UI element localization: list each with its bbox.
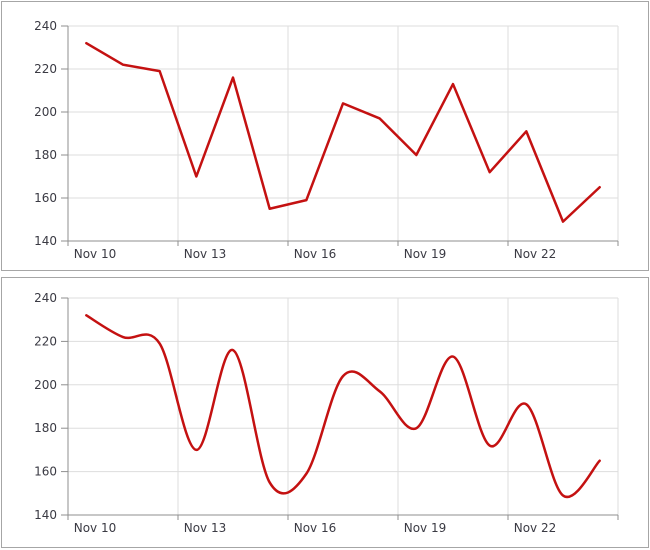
y-axis-label: 200	[34, 378, 57, 392]
x-axis-label: Nov 10	[74, 247, 117, 261]
x-axis-label: Nov 19	[404, 521, 447, 535]
y-axis-label: 140	[34, 234, 57, 248]
spline-series-path	[85, 314, 601, 499]
line-chart-panel: 140 160 180 200 220 240 Nov 10 Nov 13 Nov 16 Nov …	[1, 1, 649, 271]
x-axis-label: Nov 22	[514, 247, 557, 261]
x-axis-label: Nov 10	[74, 521, 117, 535]
y-axis-label: 200	[34, 105, 57, 119]
y-axis-label: 220	[34, 62, 57, 76]
y-axis-label: 180	[34, 148, 57, 162]
y-axis-label: 140	[34, 508, 57, 522]
x-axis-label: Nov 16	[294, 521, 337, 535]
line-series-path	[85, 41, 601, 223]
y-axis-label: 220	[34, 334, 57, 348]
y-axis-label: 240	[34, 19, 57, 33]
y-axis-label: 240	[34, 291, 57, 305]
x-axis-label: Nov 16	[294, 247, 337, 261]
spline-chart-panel: 140 160 180 200 220 240 Nov 10 Nov 13 Nov 16 Nov …	[1, 277, 649, 548]
y-axis-label: 160	[34, 191, 57, 205]
spline-chart-svg: 140 160 180 200 220 240 Nov 10 Nov 13 Nov 16 Nov …	[34, 291, 619, 535]
x-axis-label: Nov 22	[514, 521, 557, 535]
x-axis-label: Nov 19	[404, 247, 447, 261]
y-axis-label: 160	[34, 465, 57, 479]
line-chart-svg: 140 160 180 200 220 240 Nov 10 Nov 13 Nov 16 Nov …	[34, 19, 619, 261]
y-axis-label: 180	[34, 421, 57, 435]
x-axis-label: Nov 13	[184, 247, 227, 261]
x-axis-label: Nov 13	[184, 521, 227, 535]
